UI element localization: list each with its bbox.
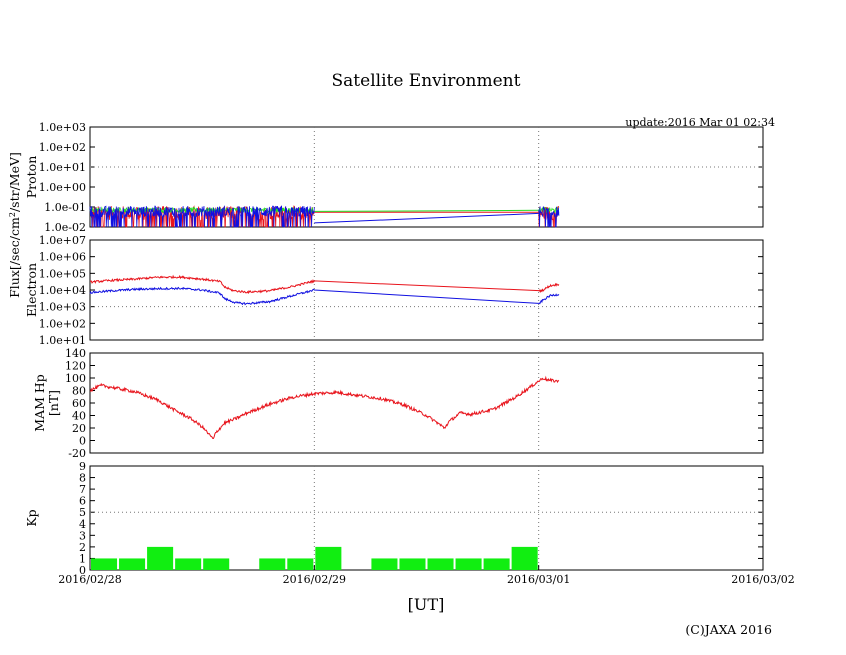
x-axis-label: [UT]	[408, 595, 445, 614]
kp-bar	[175, 558, 202, 570]
y-tick-label: 80	[72, 385, 86, 398]
panel-frame	[89, 465, 764, 571]
y-tick-label: 1.0e+02	[39, 317, 86, 330]
kp-bar	[259, 558, 286, 570]
kp-bar	[427, 558, 454, 570]
y-tick-label: -20	[68, 447, 86, 460]
kp-bar	[371, 558, 398, 570]
y-tick-label: 1.0e+05	[39, 267, 86, 280]
panel-frame	[89, 126, 764, 228]
chart-panels: 1.0e-021.0e-011.0e+001.0e+011.0e+021.0e+…	[24, 121, 764, 577]
y-tick-label: 1.0e+07	[39, 234, 86, 247]
flux-label-rest: /str/MeV]	[7, 152, 22, 212]
y-tick-label: 4	[79, 518, 86, 531]
y-axis-label: Electron	[24, 263, 39, 317]
y-tick-label: 1.0e+06	[39, 251, 86, 264]
series-line-red	[89, 375, 560, 440]
y-tick-label: 0	[79, 435, 86, 448]
flux-axis-label: Flux[/sec/cm2/str/MeV]	[7, 152, 22, 298]
series-line-blue	[89, 205, 315, 228]
y-tick-label: 100	[65, 372, 86, 385]
series-line-red	[89, 274, 560, 295]
y-tick-label: 1.0e+03	[39, 301, 86, 314]
panel-frame	[89, 352, 764, 454]
y-tick-label: 1.0e+02	[39, 141, 86, 154]
kp-bar	[483, 558, 510, 570]
y-tick-label: 1.0e-02	[44, 221, 86, 234]
kp-bar	[287, 558, 314, 570]
y-tick-label: 6	[79, 495, 86, 508]
update-timestamp: update:2016 Mar 01 02:34	[625, 116, 775, 129]
y-tick-label: 1.0e+03	[39, 121, 86, 134]
kp-bar	[399, 558, 426, 570]
series-bridge-blue	[314, 212, 539, 224]
kp-bar	[147, 546, 174, 570]
kp-bar	[511, 546, 538, 570]
y-tick-label: 40	[72, 410, 86, 423]
y-tick-label: 120	[65, 360, 86, 373]
kp-bar	[203, 558, 230, 570]
chart-title: Satellite Environment	[332, 71, 521, 91]
y-tick-label: 140	[65, 347, 86, 360]
y-tick-label: 20	[72, 422, 86, 435]
y-tick-label: 2	[79, 541, 86, 554]
y-tick-label: 1.0e+01	[39, 161, 86, 174]
flux-label-sup: 2	[8, 212, 17, 217]
x-axis: 2016/02/28 2016/02/29 2016/03/01 2016/03/02	[58, 565, 795, 586]
flux-label-main: Flux[/sec/cm	[7, 217, 22, 298]
y-tick-label: 60	[72, 397, 86, 410]
y-tick-label: 1.0e+00	[39, 181, 86, 194]
y-tick-label: 1	[79, 552, 86, 565]
kp-bar	[455, 558, 482, 570]
y-tick-label: 1.0e+04	[39, 284, 86, 297]
y-tick-label: 1.0e+01	[39, 334, 86, 347]
copyright: (C)JAXA 2016	[685, 622, 772, 637]
series-line-blue	[538, 206, 560, 228]
y-tick-label: 8	[79, 472, 86, 485]
y-axis-label: Proton	[24, 156, 39, 199]
panel-proton: 1.0e-02 1.0e-01 1.0e+00 1.0e+01 1.0e+02 1.0e+…	[24, 121, 764, 234]
panel-electron: 1.0e+01 1.0e+02 1.0e+03 1.0e+04 1.0e+05 1.0e+…	[24, 234, 764, 347]
kp-bar	[91, 558, 118, 570]
y-tick-label: 7	[79, 483, 86, 496]
y-tick-label: 0	[79, 564, 86, 577]
y-tick-label: 3	[79, 529, 86, 542]
series-line-blue	[89, 286, 560, 306]
kp-bar	[119, 558, 146, 570]
x-tick-label: 2016/03/02	[731, 573, 794, 586]
y-tick-label: 9	[79, 460, 86, 473]
x-tick-label: 2016/02/29	[283, 573, 346, 586]
y-axis-label: [nT]	[46, 390, 61, 416]
series-bridge-green	[314, 209, 539, 212]
series-line-green	[538, 206, 560, 214]
y-tick-label: 1.0e-01	[44, 201, 86, 214]
y-axis-label: Kp	[24, 509, 39, 526]
kp-bar	[315, 546, 342, 570]
y-axis-label: MAM Hp	[32, 374, 47, 432]
x-tick-label: 2016/03/01	[507, 573, 570, 586]
y-tick-label: 5	[79, 506, 86, 519]
x-tick-label: 2016/02/28	[58, 573, 121, 586]
panel-frame	[89, 239, 764, 341]
